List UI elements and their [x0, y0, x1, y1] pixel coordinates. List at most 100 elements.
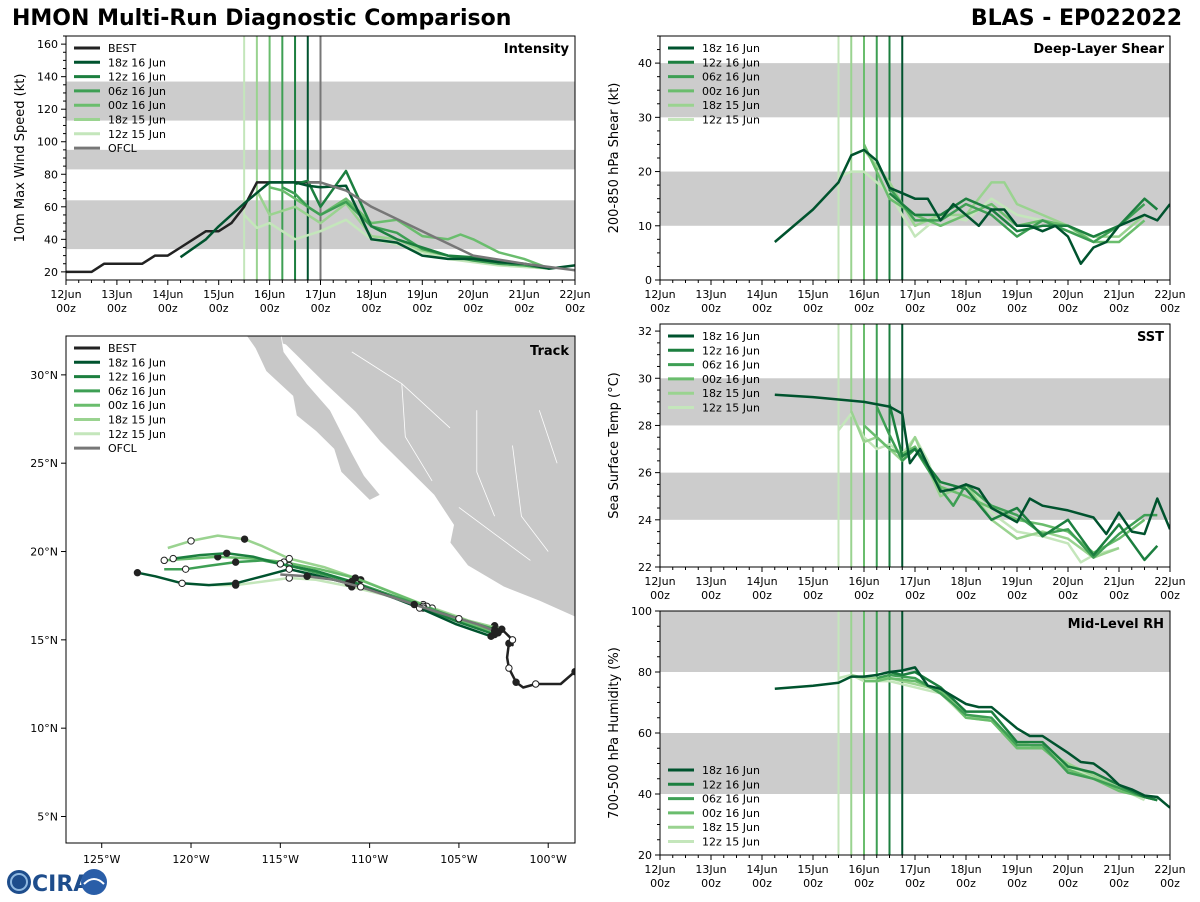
legend-label-18z-16-jun: 18z 16 Jun: [108, 356, 166, 369]
sst-series-group: [774, 393, 1170, 564]
rh-ytick-label: 100: [631, 605, 652, 618]
state-border: [512, 445, 549, 552]
shear-band: [660, 63, 1170, 118]
track-panel: 125°W 120°W 115°W 110°W 105°W 100°W 5°N 10°N 15°…: [30, 335, 576, 866]
track-point-00z-16-jun: [160, 556, 168, 565]
rh-xtick-label: 16Jun: [848, 863, 879, 876]
sst-ylabel: Sea Surface Temp (°C): [607, 372, 622, 519]
track-xtick-label: 120°W: [172, 853, 209, 866]
sst-xtick-label: 00z: [803, 589, 823, 602]
track-frame: [65, 335, 576, 844]
track-point-06z-16-jun: [181, 565, 190, 573]
intensity-panel: 2040608010012014016012Jun00z13Jun00z14Ju…: [13, 35, 591, 315]
track-series-ofcl: [280, 573, 496, 633]
shear-series-18z-16-jun: [773, 148, 1170, 265]
shear-xtick-label: 00z: [1160, 302, 1180, 315]
legend-label-18z-15-jun: 18z 15 Jun: [108, 114, 166, 127]
track-point-18z-16-jun: [285, 565, 293, 573]
rh-xtick-label: 00z: [752, 877, 772, 890]
rh-ytick-label: 40: [638, 788, 652, 801]
sst-xtick-label: 19Jun: [1001, 575, 1032, 588]
rh-xtick-label: 00z: [1007, 877, 1027, 890]
intensity-xtick-label: 00z: [209, 302, 229, 315]
sst-ytick-label: 30: [638, 372, 652, 385]
intensity-ytick-label: 100: [37, 136, 58, 149]
intensity-series-00z-16-jun: [269, 186, 550, 270]
legend-label-00z-16-jun: 00z 16 Jun: [108, 99, 166, 112]
sst-xtick-label: 00z: [1007, 589, 1027, 602]
intensity-ytick-label: 60: [44, 201, 58, 214]
sst-xtick-label: 00z: [1160, 589, 1180, 602]
rh-xtick-label: 00z: [854, 877, 874, 890]
shear-xtick-label: 00z: [956, 302, 976, 315]
track-point-18z-16-jun: [133, 569, 142, 577]
rh-xtick-label: 00z: [701, 877, 721, 890]
state-border: [458, 507, 531, 561]
legend-label-06z-16-jun: 06z 16 Jun: [702, 793, 760, 806]
rh-xtick-label: 00z: [905, 877, 925, 890]
intensity-xtick-label: 14Jun: [152, 288, 183, 301]
legend-label-18z-15-jun: 18z 15 Jun: [702, 821, 760, 834]
rh-xtick-label: 14Jun: [746, 863, 777, 876]
legend-label-00z-16-jun: 00z 16 Jun: [702, 85, 760, 98]
track-point-18z-16-jun: [178, 579, 186, 588]
sst-xtick-label: 00z: [650, 589, 670, 602]
intensity-xtick-label: 22Jun: [559, 288, 590, 301]
shear-xtick-label: 00z: [905, 302, 925, 315]
legend-label-12z-15-jun: 12z 15 Jun: [702, 114, 760, 127]
track-point-best: [508, 636, 517, 644]
track-point-best: [505, 664, 513, 672]
legend-label-12z-16-jun: 12z 16 Jun: [702, 778, 760, 791]
intensity-series-ofcl: [307, 181, 575, 272]
sst-xtick-label: 00z: [752, 589, 772, 602]
rh-xtick-label: 00z: [1058, 877, 1078, 890]
intensity-xtick-label: 19Jun: [407, 288, 438, 301]
rh-xtick-label: 00z: [956, 877, 976, 890]
shear-xtick-label: 20Jun: [1052, 288, 1083, 301]
sst-xtick-label: 13Jun: [695, 575, 726, 588]
legend-label-06z-16-jun: 06z 16 Jun: [702, 71, 760, 84]
intensity-xtick-label: 12Jun: [50, 288, 81, 301]
state-border: [476, 410, 495, 517]
legend-label-ofcl: OFCL: [108, 142, 138, 155]
track-point-12z-16-jun: [223, 549, 231, 557]
intensity-xtick-label: 00z: [260, 302, 280, 315]
intensity-xtick-label: 17Jun: [305, 288, 336, 301]
track-xtick-label: 100°W: [530, 853, 567, 866]
track-xtick-label: 125°W: [83, 853, 120, 866]
legend-label-06z-16-jun: 06z 16 Jun: [108, 385, 166, 398]
intensity-xtick-label: 00z: [565, 302, 585, 315]
rh-ytick-label: 80: [638, 666, 652, 679]
legend-label-12z-16-jun: 12z 16 Jun: [702, 56, 760, 69]
track-ytick-label: 5°N: [37, 811, 58, 824]
track-point-12z-16-jun: [169, 554, 177, 563]
track-point-18z-16-jun: [487, 632, 495, 641]
legend-label-18z-15-jun: 18z 15 Jun: [108, 414, 166, 427]
track-xtick-label: 110°W: [351, 853, 388, 866]
state-border: [538, 410, 558, 464]
sst-xtick-label: 15Jun: [797, 575, 828, 588]
shear-panel: 01020304012Jun00z13Jun00z14Jun00z15Jun00…: [607, 35, 1186, 315]
rh-xtick-label: 00z: [650, 877, 670, 890]
intensity-ytick-label: 140: [37, 71, 58, 84]
shear-xtick-label: 19Jun: [1001, 288, 1032, 301]
shear-xtick-label: 00z: [752, 302, 772, 315]
intensity-ytick-label: 20: [44, 266, 58, 279]
sst-series-12z-16-jun: [888, 403, 1159, 562]
sst-xtick-label: 20Jun: [1052, 575, 1083, 588]
legend-label-18z-15-jun: 18z 15 Jun: [702, 387, 760, 400]
sst-ytick-label: 28: [638, 419, 652, 432]
rh-xtick-label: 00z: [803, 877, 823, 890]
legend-label-12z-16-jun: 12z 16 Jun: [108, 371, 166, 384]
rh-xtick-label: 22Jun: [1154, 863, 1185, 876]
sst-title: SST: [1137, 330, 1164, 345]
rh-xtick-label: 00z: [1160, 877, 1180, 890]
track-point-18z-15-jun: [187, 537, 195, 545]
sst-xtick-label: 21Jun: [1103, 575, 1134, 588]
mainland-mexico: [256, 336, 575, 618]
shear-xtick-label: 21Jun: [1103, 288, 1134, 301]
track-xtick-label: 105°W: [440, 853, 477, 866]
intensity-series-06z-16-jun: [281, 186, 550, 270]
sst-xtick-label: 00z: [956, 589, 976, 602]
track-point-18z-15-jun: [240, 535, 249, 543]
